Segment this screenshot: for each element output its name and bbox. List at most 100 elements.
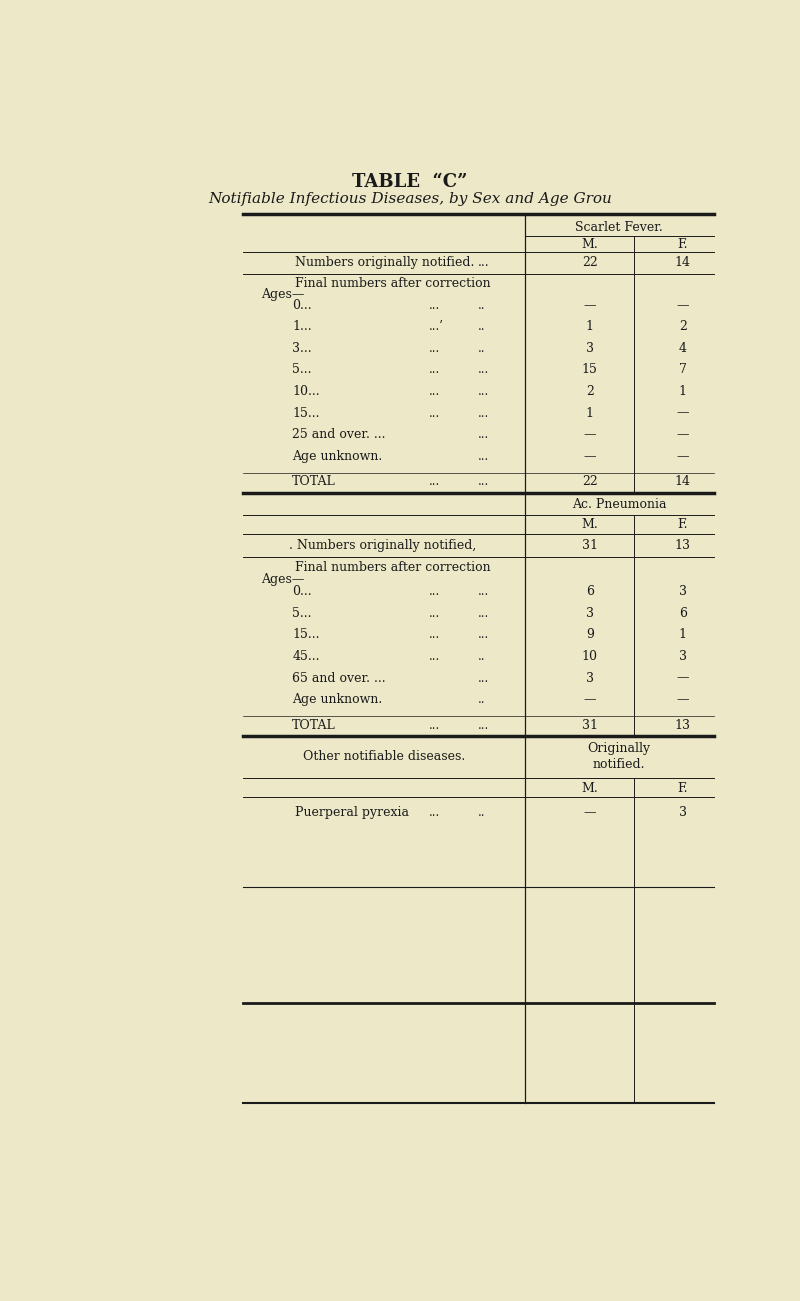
Text: 14: 14 bbox=[674, 256, 690, 269]
Text: Other notifiable diseases.: Other notifiable diseases. bbox=[302, 749, 465, 762]
Text: —: — bbox=[677, 450, 689, 463]
Text: ..: .. bbox=[478, 320, 486, 333]
Text: 3: 3 bbox=[678, 650, 686, 664]
Text: Ac. Pneumonia: Ac. Pneumonia bbox=[572, 498, 666, 511]
Text: ...: ... bbox=[478, 385, 490, 398]
Text: 6: 6 bbox=[586, 585, 594, 598]
Text: 22: 22 bbox=[582, 256, 598, 269]
Text: Age unknown.: Age unknown. bbox=[292, 693, 382, 706]
Text: —: — bbox=[583, 428, 596, 441]
Text: ..: .. bbox=[478, 342, 486, 355]
Text: —: — bbox=[677, 428, 689, 441]
Text: Notifiable Infectious Diseases, by Sex and Age Grou: Notifiable Infectious Diseases, by Sex a… bbox=[208, 193, 612, 206]
Text: notified.: notified. bbox=[593, 757, 646, 770]
Text: ..: .. bbox=[478, 693, 486, 706]
Text: ...: ... bbox=[478, 585, 490, 598]
Text: ...: ... bbox=[478, 363, 490, 376]
Text: TOTAL: TOTAL bbox=[292, 475, 336, 488]
Text: —: — bbox=[677, 299, 689, 312]
Text: ...: ... bbox=[478, 450, 490, 463]
Text: M.: M. bbox=[582, 782, 598, 795]
Text: 2: 2 bbox=[586, 385, 594, 398]
Text: ...: ... bbox=[478, 475, 490, 488]
Text: Scarlet Fever.: Scarlet Fever. bbox=[575, 221, 663, 234]
Text: —: — bbox=[677, 693, 689, 706]
Text: 2: 2 bbox=[679, 320, 686, 333]
Text: —: — bbox=[583, 693, 596, 706]
Text: 10...: 10... bbox=[292, 385, 320, 398]
Text: 7: 7 bbox=[679, 363, 686, 376]
Text: ...: ... bbox=[429, 363, 440, 376]
Text: ...: ... bbox=[429, 407, 440, 420]
Text: . Numbers originally notified,: . Numbers originally notified, bbox=[289, 540, 476, 553]
Text: 10: 10 bbox=[582, 650, 598, 664]
Text: 15...: 15... bbox=[292, 628, 320, 641]
Text: ...: ... bbox=[429, 805, 440, 818]
Text: 1: 1 bbox=[586, 320, 594, 333]
Text: 13: 13 bbox=[674, 540, 690, 553]
Text: ...: ... bbox=[429, 385, 440, 398]
Text: ...: ... bbox=[429, 342, 440, 355]
Text: ...: ... bbox=[478, 256, 490, 269]
Text: 1: 1 bbox=[678, 628, 686, 641]
Text: M.: M. bbox=[582, 238, 598, 251]
Text: 45...: 45... bbox=[292, 650, 320, 664]
Text: Ages—: Ages— bbox=[262, 288, 305, 301]
Text: 1: 1 bbox=[586, 407, 594, 420]
Text: 6: 6 bbox=[678, 608, 686, 621]
Text: 3: 3 bbox=[586, 608, 594, 621]
Text: Numbers originally notified.: Numbers originally notified. bbox=[295, 256, 474, 269]
Text: ...: ... bbox=[478, 407, 490, 420]
Text: F.: F. bbox=[678, 518, 688, 531]
Text: ...: ... bbox=[478, 428, 490, 441]
Text: TABLE  “C”: TABLE “C” bbox=[352, 173, 468, 191]
Text: Originally: Originally bbox=[588, 742, 651, 755]
Text: 22: 22 bbox=[582, 475, 598, 488]
Text: ...: ... bbox=[478, 671, 490, 684]
Text: F.: F. bbox=[678, 782, 688, 795]
Text: F.: F. bbox=[678, 238, 688, 251]
Text: —: — bbox=[583, 450, 596, 463]
Text: 5...: 5... bbox=[292, 608, 312, 621]
Text: ...: ... bbox=[478, 608, 490, 621]
Text: 3...: 3... bbox=[292, 342, 312, 355]
Text: —: — bbox=[583, 299, 596, 312]
Text: Final numbers after correction: Final numbers after correction bbox=[295, 561, 491, 574]
Text: ...: ... bbox=[429, 650, 440, 664]
Text: ..: .. bbox=[478, 650, 486, 664]
Text: ...: ... bbox=[429, 585, 440, 598]
Text: ..: .. bbox=[478, 299, 486, 312]
Text: ...: ... bbox=[478, 628, 490, 641]
Text: 3: 3 bbox=[586, 342, 594, 355]
Text: Final numbers after correction: Final numbers after correction bbox=[295, 277, 491, 290]
Text: 31: 31 bbox=[582, 540, 598, 553]
Text: 15...: 15... bbox=[292, 407, 320, 420]
Text: Ages—: Ages— bbox=[262, 574, 305, 587]
Text: ...: ... bbox=[429, 299, 440, 312]
Text: 1: 1 bbox=[678, 385, 686, 398]
Text: —: — bbox=[677, 671, 689, 684]
Text: ...: ... bbox=[478, 718, 490, 731]
Text: TOTAL: TOTAL bbox=[292, 718, 336, 731]
Text: Age unknown.: Age unknown. bbox=[292, 450, 382, 463]
Text: 0...: 0... bbox=[292, 299, 312, 312]
Text: 1...: 1... bbox=[292, 320, 312, 333]
Text: ..: .. bbox=[478, 805, 486, 818]
Text: —: — bbox=[583, 805, 596, 818]
Text: ...’: ...’ bbox=[429, 320, 443, 333]
Text: Puerperal pyrexia: Puerperal pyrexia bbox=[295, 805, 410, 818]
Text: ...: ... bbox=[429, 718, 440, 731]
Text: 65 and over. ...: 65 and over. ... bbox=[292, 671, 386, 684]
Text: 13: 13 bbox=[674, 718, 690, 731]
Text: 3: 3 bbox=[678, 585, 686, 598]
Text: ...: ... bbox=[429, 628, 440, 641]
Text: 4: 4 bbox=[678, 342, 686, 355]
Text: —: — bbox=[677, 407, 689, 420]
Text: 25 and over. ...: 25 and over. ... bbox=[292, 428, 386, 441]
Text: 31: 31 bbox=[582, 718, 598, 731]
Text: 15: 15 bbox=[582, 363, 598, 376]
Text: 5...: 5... bbox=[292, 363, 312, 376]
Text: ...: ... bbox=[429, 475, 440, 488]
Text: 14: 14 bbox=[674, 475, 690, 488]
Text: 0...: 0... bbox=[292, 585, 312, 598]
